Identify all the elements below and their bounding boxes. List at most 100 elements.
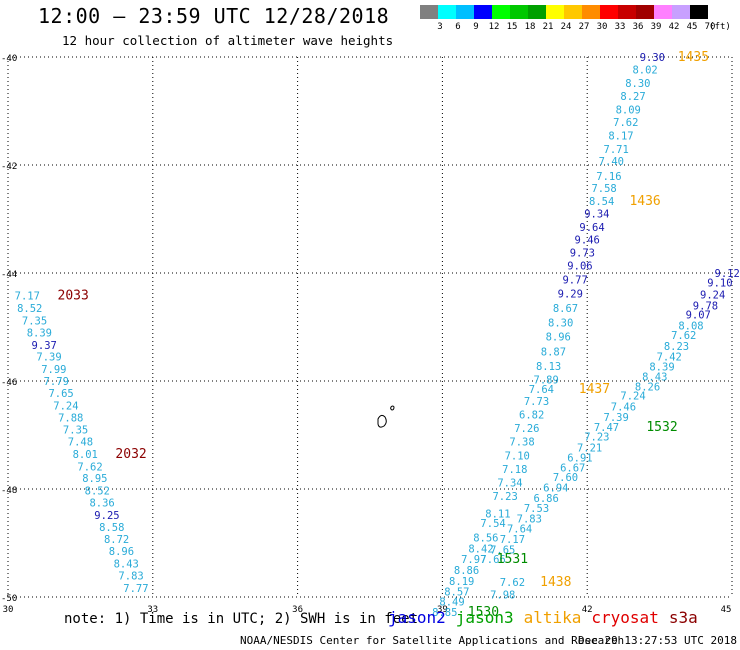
swh-value: 9.46 bbox=[575, 235, 600, 247]
legend-swatch bbox=[636, 5, 654, 19]
swh-value: 8.43 bbox=[114, 559, 139, 571]
color-legend: 3 6 9 12 15 18 21 24 27 30 33 36 39 42 45 70 (ft) bbox=[420, 5, 731, 33]
wave-height-labels: 9.30 14358.028.308.278.097.628.177.717.40… bbox=[15, 50, 740, 620]
legend-label: 18 bbox=[524, 22, 536, 32]
swh-value: 7.73 bbox=[524, 396, 549, 408]
swh-value: 7.24 bbox=[53, 400, 78, 412]
legend-label: 39 bbox=[650, 22, 662, 32]
swh-value: 8.49 bbox=[439, 596, 464, 608]
legend-unit: (ft) bbox=[709, 22, 731, 32]
swh-value: 9.37 bbox=[32, 340, 57, 352]
legend-swatch bbox=[546, 5, 564, 19]
map-grid bbox=[7, 56, 733, 598]
swh-value: 7.39 bbox=[36, 352, 61, 364]
swh-value: 9.06 bbox=[567, 260, 592, 272]
swh-value: 8.42 bbox=[468, 543, 493, 555]
swh-value: 7.53 bbox=[524, 503, 549, 515]
swh-value: 9.64 bbox=[579, 222, 604, 234]
swh-value: 7.64 bbox=[507, 523, 532, 535]
swh-value: 8.54 bbox=[589, 196, 614, 208]
legend-label: 21 bbox=[542, 22, 554, 32]
lon-tick-label: 36 bbox=[292, 605, 303, 615]
legend-label: 6 bbox=[455, 22, 461, 32]
island-large bbox=[377, 414, 387, 428]
swh-value: 8.39 bbox=[649, 361, 674, 373]
legend-swatch bbox=[564, 5, 582, 19]
satellite-jason3: jason3 bbox=[455, 608, 514, 627]
legend-swatch bbox=[474, 5, 492, 19]
swh-value: 9.24 bbox=[700, 290, 725, 302]
swh-value: 8.57 bbox=[444, 587, 469, 599]
legend-swatch bbox=[654, 5, 672, 19]
swh-value: 8.87 bbox=[541, 346, 566, 358]
swh-value: 6.91 bbox=[567, 453, 592, 465]
legend-label: 27 bbox=[578, 22, 590, 32]
legend-label: 33 bbox=[614, 22, 626, 32]
swh-value: 7.39 bbox=[604, 412, 629, 424]
swh-value: 7.24 bbox=[620, 391, 645, 403]
satellite-jason2: jason2 bbox=[388, 608, 446, 627]
swh-value: 6.82 bbox=[519, 409, 544, 421]
swh-value: 9.07 bbox=[686, 310, 711, 322]
swh-value: 8.95 bbox=[82, 473, 107, 485]
swh-value: 8.09 bbox=[616, 104, 641, 116]
pass-time-label: 1435 bbox=[678, 50, 709, 65]
swh-value: 7.98 bbox=[490, 589, 515, 601]
legend-label: 70 bbox=[704, 22, 716, 32]
swh-value: 7.47 bbox=[594, 422, 619, 434]
footer-note: note: 1) Time is in UTC; 2) SWH is in fe… bbox=[64, 611, 419, 627]
pass-time-label: 1438 bbox=[540, 575, 571, 590]
swh-value: 6.67 bbox=[560, 462, 585, 474]
swh-value: 8.19 bbox=[449, 576, 474, 588]
swh-value: 9.30 bbox=[640, 52, 665, 64]
lat-tick-label: -48 bbox=[1, 486, 17, 496]
pass-time-label: 1530 bbox=[468, 605, 499, 620]
swh-value: 8.30 bbox=[625, 78, 650, 90]
legend-swatch bbox=[690, 5, 708, 19]
swh-value: 8.11 bbox=[485, 508, 510, 520]
lat-tick-label: -40 bbox=[1, 54, 17, 64]
lon-tick-label: 30 bbox=[3, 605, 14, 615]
swh-value: 7.83 bbox=[517, 514, 542, 526]
legend-label: 24 bbox=[560, 22, 572, 32]
swh-value: 7.35 bbox=[63, 425, 88, 437]
swh-value: 8.23 bbox=[664, 341, 689, 353]
crozet-islands bbox=[377, 405, 395, 428]
swh-value: 7.34 bbox=[497, 478, 522, 490]
swh-value: 7.18 bbox=[502, 464, 527, 476]
legend-swatch bbox=[510, 5, 528, 19]
legend-swatch bbox=[582, 5, 600, 19]
satellite-legend: jason2 jason3 altika cryosat s3a bbox=[388, 608, 708, 627]
swh-value: 7.16 bbox=[596, 171, 621, 183]
swh-value: 7.54 bbox=[480, 518, 505, 530]
swh-value: 9.73 bbox=[570, 247, 595, 259]
legend-label: 30 bbox=[596, 22, 608, 32]
pass-time-label: 1531 bbox=[497, 552, 528, 567]
swh-value: 7.65 bbox=[48, 388, 73, 400]
lat-tick-label: -44 bbox=[1, 270, 17, 280]
swh-value: 7.38 bbox=[509, 436, 534, 448]
lon-tick-label: 45 bbox=[721, 605, 732, 615]
swh-value: 8.56 bbox=[473, 533, 498, 545]
swh-value: 7.71 bbox=[604, 144, 629, 156]
legend-label: 15 bbox=[506, 22, 518, 32]
swh-value: 9.34 bbox=[584, 209, 609, 221]
swh-value: 9.29 bbox=[558, 289, 583, 301]
swh-value: 8.02 bbox=[632, 64, 657, 76]
swh-value: 7.62 bbox=[500, 577, 525, 589]
swh-value: 7.17 bbox=[500, 534, 525, 546]
swh-value: 7.23 bbox=[584, 432, 609, 444]
swh-value: 7.97 bbox=[461, 554, 486, 566]
footer-credit: NOAA/NESDIS Center for Satellite Applica… bbox=[240, 634, 625, 647]
lat-tick-label: -50 bbox=[1, 594, 17, 604]
pass-time-label: 1437 bbox=[579, 382, 610, 397]
pass-time-label: 2032 bbox=[115, 447, 146, 462]
swh-value: 8.58 bbox=[99, 522, 124, 534]
swh-value: 9.78 bbox=[693, 300, 718, 312]
swh-value: 7.89 bbox=[534, 374, 559, 386]
lon-tick-label: 33 bbox=[147, 605, 158, 615]
swh-value: 6.86 bbox=[534, 493, 559, 505]
swh-value: 7.48 bbox=[68, 436, 93, 448]
satellite-altika: altika bbox=[523, 608, 582, 627]
swh-value: 9.77 bbox=[562, 274, 587, 286]
